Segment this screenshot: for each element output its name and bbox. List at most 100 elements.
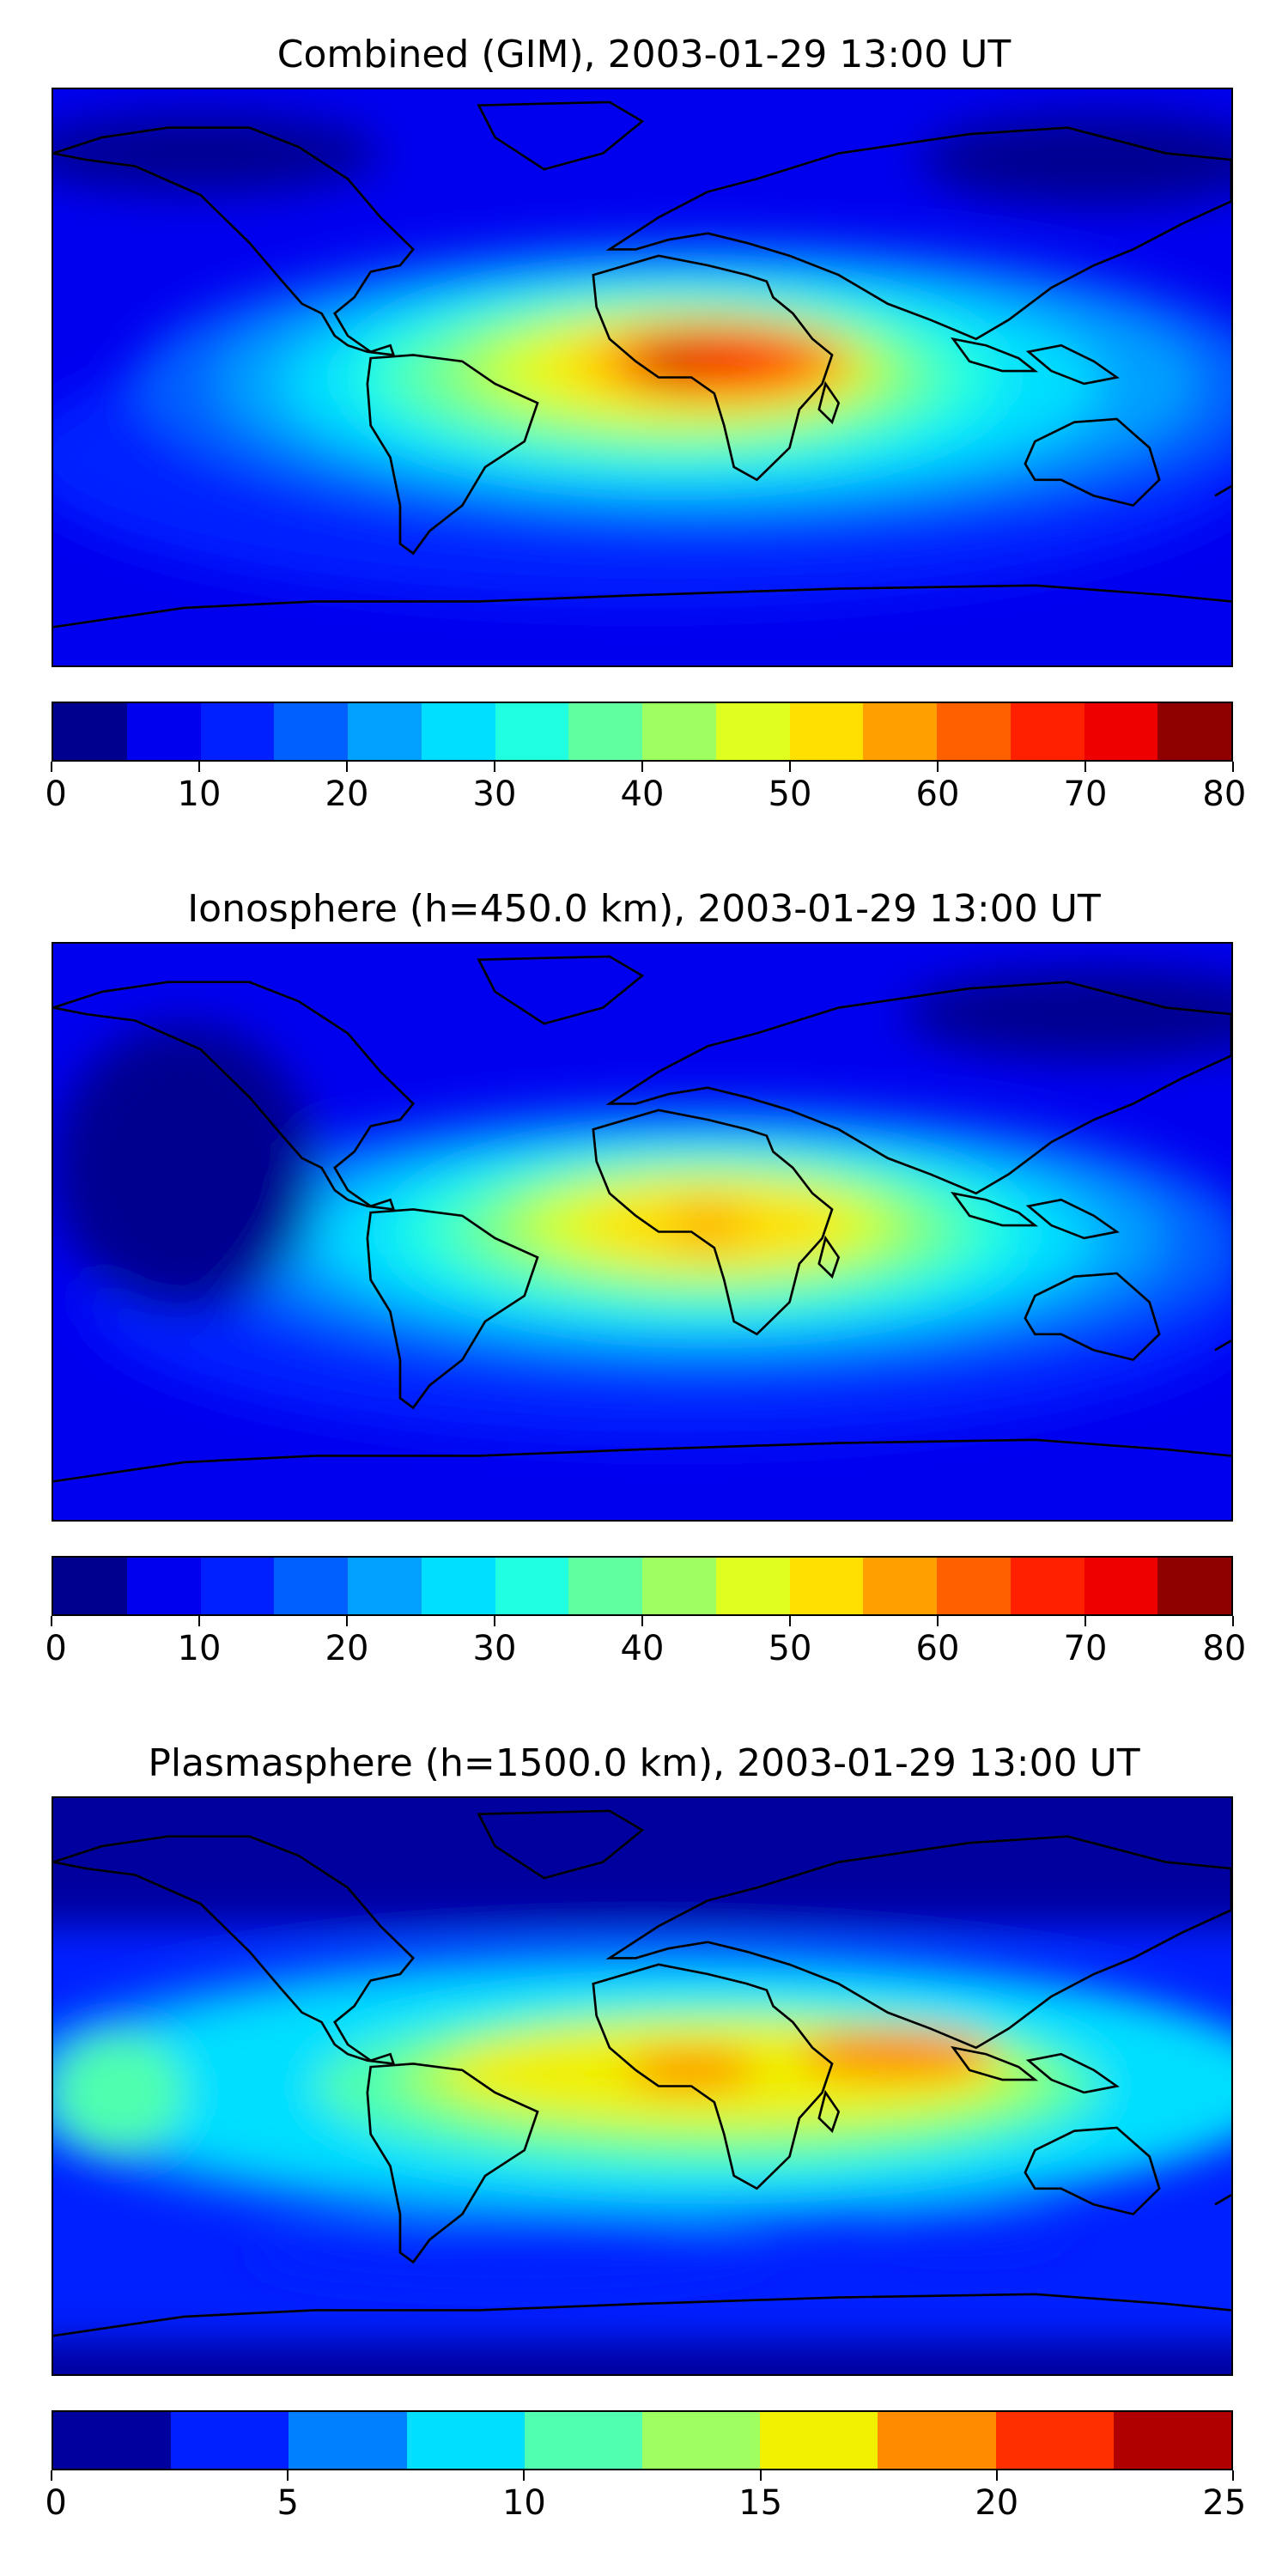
colorbar-segment [524,2412,643,2469]
colorbar-segment [274,703,348,760]
colorbar-segment [568,703,642,760]
colorbar-segment [1157,703,1231,760]
colorbar-segment [937,1558,1011,1614]
tick-label: 70 [1063,1629,1108,1668]
tick-label: 5 [276,2483,299,2523]
tick-mark [523,2470,526,2481]
colorbar-segment [1010,1558,1084,1614]
colorbar-segment [642,2412,761,2469]
tick-label: 20 [325,775,369,814]
tick-label: 10 [177,775,222,814]
tec-contour-map [53,1798,1231,2374]
tick-label: 0 [45,1629,67,1668]
tick-mark [1232,762,1234,772]
tec-map-plasmasphere [52,1796,1233,2376]
tick-mark [198,762,200,772]
tick-mark [1084,762,1086,772]
colorbar-segment [495,703,569,760]
tick-mark [937,1616,939,1626]
tick-mark [51,762,52,772]
tick-mark [494,762,495,772]
colorbar-segment [715,1558,790,1614]
tec-contour-map [53,944,1231,1520]
map-title: Combined (GIM), 2003-01-29 13:00 UT [276,33,1012,76]
tec-map-ionosphere [52,942,1233,1522]
colorbar-segment [495,1558,569,1614]
tick-label: 80 [1202,775,1247,814]
colorbar-segment [642,1558,716,1614]
colorbar-ticks: 0 5 10 15 20 25 [45,2470,1246,2523]
tec-contour-map [53,89,1231,665]
colorbar [52,2410,1233,2470]
colorbar-segment [53,703,127,760]
colorbar-segment [126,703,201,760]
tick-mark [51,1616,52,1626]
tick-label: 60 [915,775,960,814]
tick-label: 10 [501,2483,546,2523]
tick-mark [789,762,791,772]
tick-mark [641,1616,643,1626]
tick-label: 50 [768,1629,812,1668]
tick-mark [346,762,348,772]
tick-label: 0 [45,2483,67,2523]
colorbar-segment [1084,703,1158,760]
coastlines [53,955,1231,1483]
colorbar-segment [406,2412,525,2469]
colorbar-segment [789,703,864,760]
colorbar-segment [863,703,937,760]
map-title: Ionosphere (h=450.0 km), 2003-01-29 13:0… [187,887,1101,931]
tick-mark [494,1616,495,1626]
tick-mark [198,1616,200,1626]
tick-mark [1232,1616,1234,1626]
colorbar-segment [53,1558,127,1614]
tick-label: 50 [768,775,812,814]
colorbar-ticks: 0 10 20 30 40 50 60 70 80 [45,1616,1246,1668]
colorbar-segment [863,1558,937,1614]
tick-label: 20 [975,2483,1019,2523]
colorbar-segment [568,1558,642,1614]
colorbar-segment [348,703,422,760]
tick-mark [937,762,939,772]
colorbar-segment [995,2412,1114,2469]
colorbar-segment [289,2412,407,2469]
tick-label: 25 [1202,2483,1247,2523]
tick-label: 30 [472,1629,517,1668]
colorbar-segment [348,1558,422,1614]
tick-mark [346,1616,348,1626]
tick-label: 80 [1202,1629,1247,1668]
colorbar-segment [789,1558,864,1614]
colorbar-ticks: 0 10 20 30 40 50 60 70 80 [45,762,1246,814]
colorbar-segment [760,2412,878,2469]
tick-label: 40 [620,775,665,814]
colorbar-segment [274,1558,348,1614]
tick-mark [995,2470,998,2481]
tick-label: 15 [738,2483,783,2523]
tick-label: 30 [472,775,517,814]
tick-label: 20 [325,1629,369,1668]
colorbar-segment [1084,1558,1158,1614]
tick-mark [51,2470,52,2481]
tick-mark [1084,1616,1086,1626]
colorbar-segment [421,703,495,760]
colorbar-segment [200,1558,275,1614]
tick-mark [1232,2470,1234,2481]
colorbar [52,702,1233,762]
colorbar-segment [715,703,790,760]
tick-label: 0 [45,775,67,814]
tick-mark [287,2470,289,2481]
tec-map-combined [52,88,1233,667]
colorbar-segment [878,2412,996,2469]
map-title: Plasmasphere (h=1500.0 km), 2003-01-29 1… [148,1741,1140,1785]
tick-mark [789,1616,791,1626]
tick-mark [641,762,643,772]
coastlines [53,1809,1231,2337]
colorbar [52,1556,1233,1616]
tick-label: 60 [915,1629,960,1668]
colorbar-segment [1157,1558,1231,1614]
tick-mark [759,2470,762,2481]
colorbar-segment [937,703,1011,760]
colorbar-segment [200,703,275,760]
colorbar-segment [642,703,716,760]
tick-label: 70 [1063,775,1108,814]
colorbar-segment [1010,703,1084,760]
